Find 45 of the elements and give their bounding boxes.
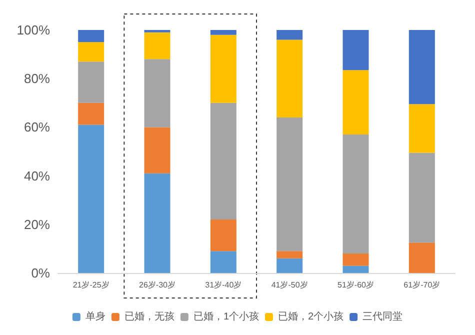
x-tick-label: 31岁-40岁 — [205, 280, 242, 290]
bar — [276, 251, 303, 258]
bar — [210, 34, 236, 103]
y-tick-label: 0% — [31, 266, 50, 280]
bar — [342, 70, 369, 134]
legend-label: 已婚，无孩 — [124, 310, 174, 322]
bar — [408, 152, 435, 243]
bar — [210, 251, 236, 273]
x-tick-label: 61岁-70岁 — [404, 280, 440, 290]
bar — [210, 220, 236, 252]
legend-label: 已婚，2个小孩 — [278, 310, 344, 322]
bar — [342, 134, 369, 254]
bar — [276, 258, 303, 273]
bar — [408, 104, 435, 153]
legend-label: 单身 — [85, 310, 106, 322]
bar — [342, 30, 369, 70]
x-tick-label: 26岁-30岁 — [139, 280, 176, 290]
bar — [78, 42, 104, 62]
legend-label: 已婚，1个小孩 — [193, 310, 259, 322]
x-tick-label: 51岁-60岁 — [338, 280, 374, 290]
bar — [342, 254, 369, 266]
bar — [78, 124, 104, 273]
bar — [144, 173, 170, 273]
x-tick-label: 41岁-50岁 — [271, 280, 308, 290]
legend-label: 三代同堂 — [362, 310, 403, 322]
bar — [78, 62, 104, 103]
bar — [144, 127, 170, 174]
x-tick-label: 21岁-25岁 — [72, 280, 110, 290]
bar — [408, 242, 435, 273]
bar — [342, 266, 369, 273]
bar — [144, 32, 170, 60]
bar — [408, 30, 435, 104]
y-tick-label: 80% — [24, 71, 50, 86]
y-tick-label: 60% — [24, 120, 50, 135]
bar — [276, 30, 303, 40]
bar — [78, 102, 104, 125]
y-tick-label: 20% — [24, 216, 50, 232]
bar — [210, 102, 236, 220]
bar — [276, 40, 303, 118]
y-tick-label: 100% — [16, 22, 50, 38]
bar — [78, 30, 104, 42]
bar — [210, 30, 236, 35]
bar — [276, 117, 303, 252]
bar — [144, 59, 170, 128]
y-tick-label: 40% — [24, 168, 50, 184]
